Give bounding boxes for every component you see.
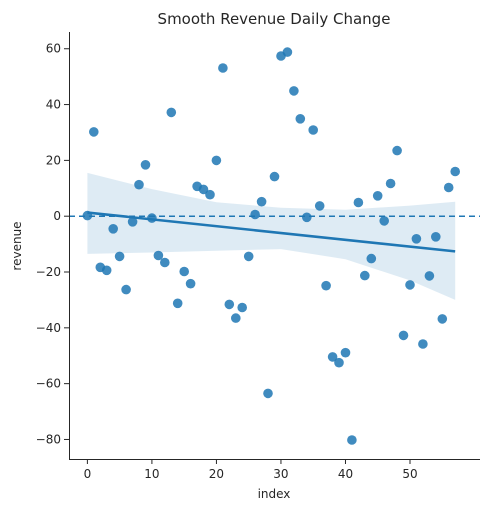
data-point xyxy=(269,171,280,182)
x-tick-label: 10 xyxy=(144,467,159,481)
data-point xyxy=(224,299,235,310)
data-point xyxy=(289,86,299,96)
data-point xyxy=(424,271,435,281)
data-point xyxy=(121,284,131,295)
data-point xyxy=(334,357,344,368)
y-tick-label: −20 xyxy=(36,265,61,279)
data-point xyxy=(327,352,338,362)
data-point xyxy=(211,155,222,166)
y-axis-label: revenue xyxy=(10,221,24,270)
data-point xyxy=(450,166,461,177)
x-tick-label: 20 xyxy=(209,467,224,481)
data-point xyxy=(127,217,138,227)
data-point xyxy=(153,250,164,261)
y-tick-label: −80 xyxy=(36,432,61,446)
data-point xyxy=(340,347,351,358)
confidence-band xyxy=(87,172,456,300)
data-point xyxy=(308,125,319,135)
data-point xyxy=(360,270,370,281)
data-point xyxy=(140,160,151,170)
y-tick-label: 40 xyxy=(46,98,61,112)
data-point xyxy=(347,435,357,445)
data-point xyxy=(398,330,409,341)
data-point xyxy=(237,302,247,313)
data-point xyxy=(392,145,402,156)
x-tick-label: 0 xyxy=(84,467,92,481)
data-point xyxy=(372,191,383,201)
regression-line-layer xyxy=(87,211,456,253)
y-tick-label: −40 xyxy=(36,321,61,335)
data-point xyxy=(321,280,331,291)
x-tick-label: 40 xyxy=(338,467,353,481)
data-point xyxy=(366,253,377,264)
data-point xyxy=(302,212,312,223)
data-point xyxy=(185,278,196,289)
regression-line xyxy=(87,211,456,253)
data-point xyxy=(437,314,448,324)
data-point xyxy=(379,216,390,226)
x-ticks: 0 10 20 30 40 50 xyxy=(84,459,418,481)
data-point xyxy=(431,232,441,242)
data-point xyxy=(160,257,170,268)
x-tick-label: 30 xyxy=(273,467,288,481)
x-tick-label: 50 xyxy=(402,467,417,481)
data-point xyxy=(243,251,254,262)
data-point xyxy=(198,184,209,195)
data-point xyxy=(443,182,454,193)
data-point xyxy=(250,209,260,220)
y-tick-label: −60 xyxy=(36,377,61,391)
data-point xyxy=(166,107,177,118)
data-point xyxy=(282,47,293,57)
data-point xyxy=(205,189,215,200)
data-point xyxy=(179,266,189,277)
data-point xyxy=(101,265,112,276)
data-point xyxy=(218,63,228,73)
data-point xyxy=(256,196,267,207)
y-tick-label: 60 xyxy=(46,42,61,56)
data-point xyxy=(134,179,144,190)
data-point xyxy=(411,234,422,244)
data-point xyxy=(418,339,428,349)
y-tick-label: 20 xyxy=(46,153,61,167)
y-ticks: −80 −60 −40 −20 0 20 40 60 xyxy=(36,42,69,446)
data-point xyxy=(231,313,241,323)
data-point xyxy=(295,114,306,124)
data-point xyxy=(172,298,183,309)
confidence-band-layer xyxy=(87,172,456,300)
data-point xyxy=(263,388,273,399)
data-point xyxy=(405,280,415,290)
axes-layer xyxy=(69,32,480,460)
data-point xyxy=(353,197,364,208)
data-points-layer xyxy=(82,47,461,445)
data-point xyxy=(385,178,396,189)
data-point xyxy=(108,224,118,234)
data-point xyxy=(314,201,325,211)
x-axis-label: index xyxy=(258,487,291,501)
data-point xyxy=(114,251,125,262)
y-tick-label: 0 xyxy=(53,209,61,223)
data-point xyxy=(89,127,99,137)
chart-title: Smooth Revenue Daily Change xyxy=(158,10,391,28)
